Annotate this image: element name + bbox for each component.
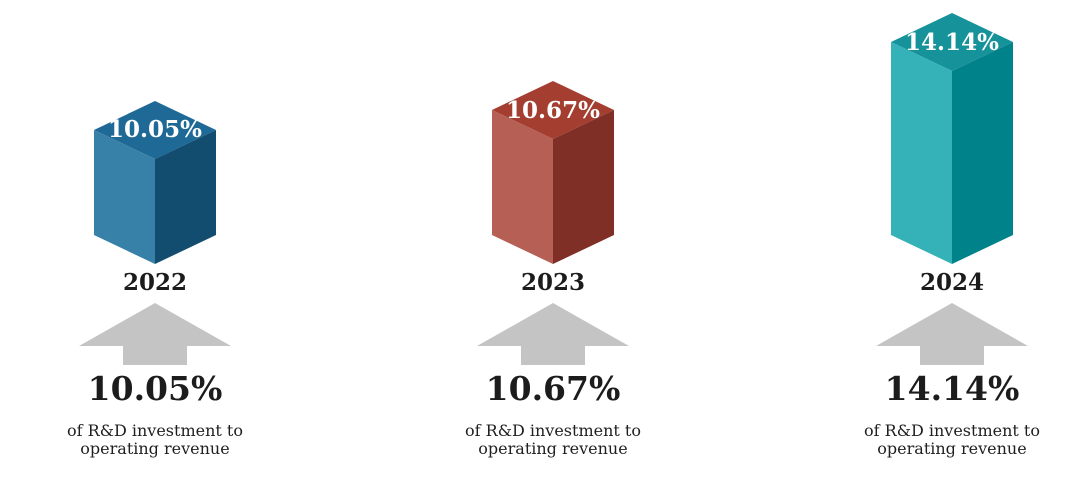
bar-right-face	[553, 110, 614, 264]
bar-right-face	[155, 130, 216, 264]
year-label: 2022	[122, 269, 187, 296]
up-arrow-shape	[876, 303, 1028, 365]
bar-3d-2024: 14.14%	[891, 13, 1013, 264]
percentage-value: 14.14%	[884, 369, 1020, 408]
bar-3d-2023: 10.67%	[492, 81, 614, 264]
bar-right-face	[952, 42, 1013, 264]
year-group-2022: 10.05% 2022 10.05% of R&D investment to …	[5, 0, 305, 490]
bar-3d-2022: 10.05%	[94, 101, 216, 264]
up-arrow-icon	[876, 303, 1028, 365]
bar-left-face	[492, 110, 553, 264]
bar-left-face	[891, 42, 952, 264]
year-group-2023: 10.67% 2023 10.67% of R&D investment to …	[403, 0, 703, 490]
up-arrow-shape	[477, 303, 629, 365]
up-arrow-icon	[477, 303, 629, 365]
up-arrow-shape	[79, 303, 231, 365]
year-label: 2024	[919, 269, 984, 296]
percentage-value: 10.05%	[87, 369, 223, 408]
bar-value-label: 14.14%	[905, 29, 999, 56]
year-label: 2023	[520, 269, 585, 296]
caption-text: of R&D investment to operating revenue	[864, 421, 1040, 458]
bar-value-label: 10.67%	[506, 97, 600, 124]
caption-text: of R&D investment to operating revenue	[67, 421, 243, 458]
bar-left-face	[94, 130, 155, 264]
up-arrow-icon	[79, 303, 231, 365]
percentage-value: 10.67%	[485, 369, 621, 408]
caption-text: of R&D investment to operating revenue	[465, 421, 641, 458]
year-group-2024: 14.14% 2024 14.14% of R&D investment to …	[802, 0, 1079, 490]
bar-value-label: 10.05%	[108, 116, 202, 143]
